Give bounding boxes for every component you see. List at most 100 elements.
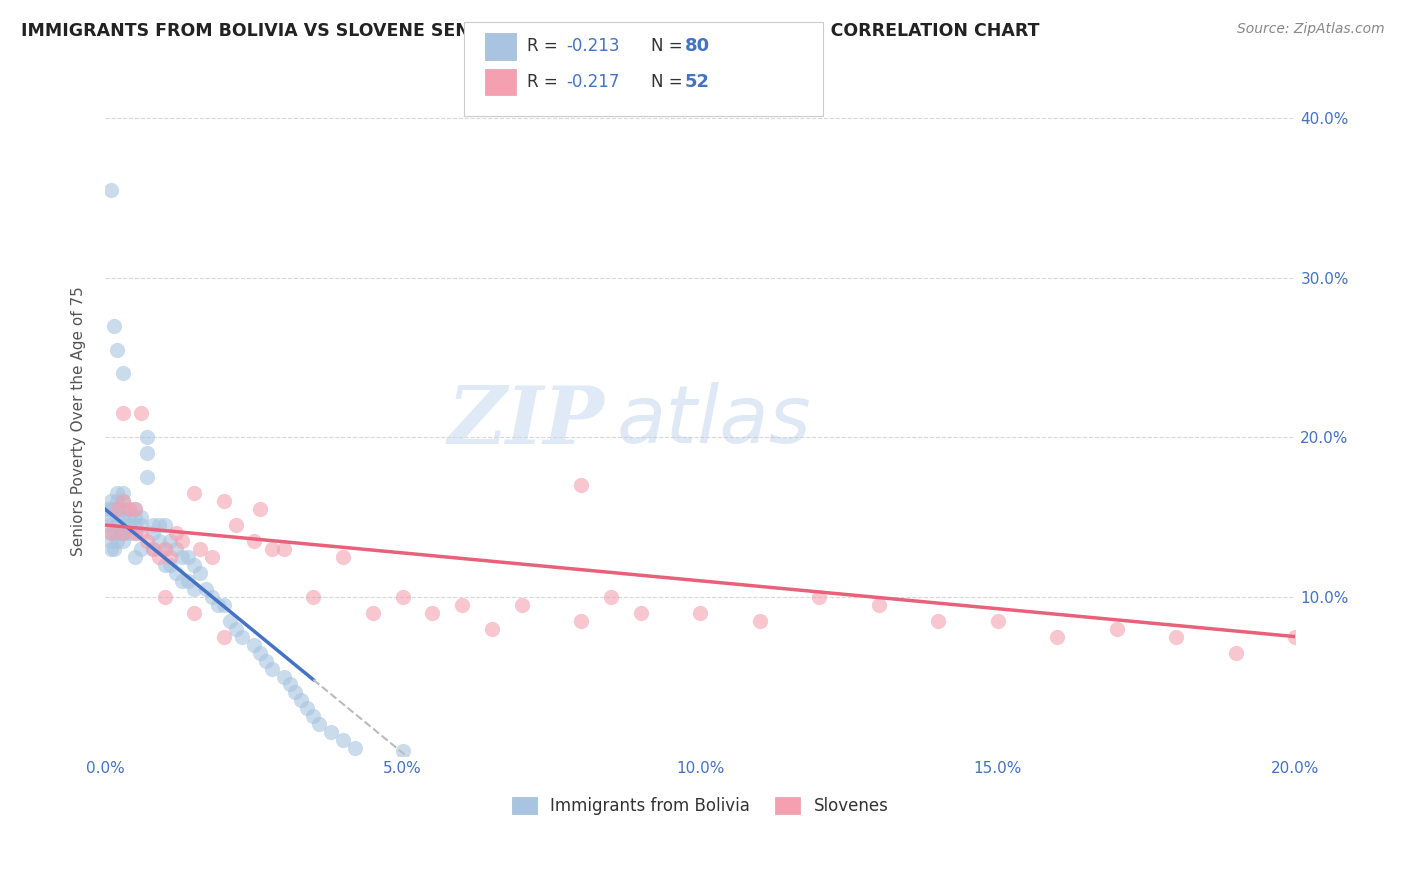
Point <box>451 598 474 612</box>
Point <box>332 549 354 564</box>
Point <box>172 574 194 588</box>
Point <box>100 541 122 556</box>
Point <box>129 525 152 540</box>
Point <box>153 590 176 604</box>
Point <box>124 518 146 533</box>
Point <box>124 525 146 540</box>
Point <box>231 630 253 644</box>
Point <box>105 533 128 548</box>
Point <box>159 533 181 548</box>
Point <box>290 693 312 707</box>
Point <box>273 541 295 556</box>
Point <box>111 486 134 500</box>
Point <box>183 582 205 596</box>
Point <box>177 574 200 588</box>
Point <box>481 622 503 636</box>
Point <box>97 502 120 516</box>
Point <box>105 494 128 508</box>
Point <box>103 541 125 556</box>
Text: IMMIGRANTS FROM BOLIVIA VS SLOVENE SENIORS POVERTY OVER THE AGE OF 75 CORRELATIO: IMMIGRANTS FROM BOLIVIA VS SLOVENE SENIO… <box>21 22 1039 40</box>
Point <box>321 725 343 739</box>
Text: -0.213: -0.213 <box>567 37 620 55</box>
Text: -0.217: -0.217 <box>567 73 620 91</box>
Point <box>129 541 152 556</box>
Point <box>148 518 170 533</box>
Point <box>135 430 157 444</box>
Point <box>273 669 295 683</box>
Point <box>105 502 128 516</box>
Point <box>135 533 157 548</box>
Text: ZIP: ZIP <box>449 383 605 460</box>
Point <box>105 343 128 357</box>
Point <box>1284 630 1306 644</box>
Point <box>1046 630 1069 644</box>
Point <box>100 510 122 524</box>
Point <box>159 558 181 572</box>
Point <box>111 406 134 420</box>
Point <box>124 510 146 524</box>
Point <box>111 525 134 540</box>
Point <box>748 614 770 628</box>
Point <box>129 510 152 524</box>
Point <box>1105 622 1128 636</box>
Point <box>188 541 211 556</box>
Text: N =: N = <box>651 37 688 55</box>
Point <box>183 606 205 620</box>
Text: R =: R = <box>527 37 564 55</box>
Point <box>153 541 176 556</box>
Text: 80: 80 <box>685 37 710 55</box>
Point <box>124 549 146 564</box>
Text: Source: ZipAtlas.com: Source: ZipAtlas.com <box>1237 22 1385 37</box>
Point <box>142 525 165 540</box>
Point <box>148 549 170 564</box>
Point <box>332 733 354 747</box>
Point <box>422 606 444 620</box>
Point <box>207 598 229 612</box>
Point <box>302 590 325 604</box>
Point <box>105 486 128 500</box>
Point <box>111 533 134 548</box>
Point <box>278 677 301 691</box>
Point <box>225 622 247 636</box>
Point <box>391 744 413 758</box>
Point <box>165 566 187 580</box>
Point <box>243 638 266 652</box>
Point <box>148 533 170 548</box>
Point <box>569 614 592 628</box>
Point <box>129 406 152 420</box>
Point <box>100 494 122 508</box>
Point <box>172 549 194 564</box>
Point <box>1166 630 1188 644</box>
Point <box>569 478 592 492</box>
Point <box>212 630 235 644</box>
Point <box>100 502 122 516</box>
Point <box>153 541 176 556</box>
Point <box>183 486 205 500</box>
Point <box>183 558 205 572</box>
Point <box>105 502 128 516</box>
Point <box>297 701 319 715</box>
Point <box>391 590 413 604</box>
Point <box>111 525 134 540</box>
Point <box>987 614 1010 628</box>
Point <box>689 606 711 620</box>
Point <box>103 318 125 333</box>
Point <box>284 685 307 699</box>
Text: atlas: atlas <box>617 383 811 460</box>
Point <box>172 533 194 548</box>
Point <box>142 541 165 556</box>
Point <box>153 518 176 533</box>
Point <box>254 654 277 668</box>
Point <box>100 183 122 197</box>
Point <box>195 582 218 596</box>
Point <box>111 494 134 508</box>
Point <box>118 518 141 533</box>
Point <box>103 502 125 516</box>
Point <box>111 510 134 524</box>
Point <box>108 502 131 516</box>
Point <box>243 533 266 548</box>
Point <box>118 502 141 516</box>
Point <box>135 470 157 484</box>
Point <box>630 606 652 620</box>
Point <box>111 494 134 508</box>
